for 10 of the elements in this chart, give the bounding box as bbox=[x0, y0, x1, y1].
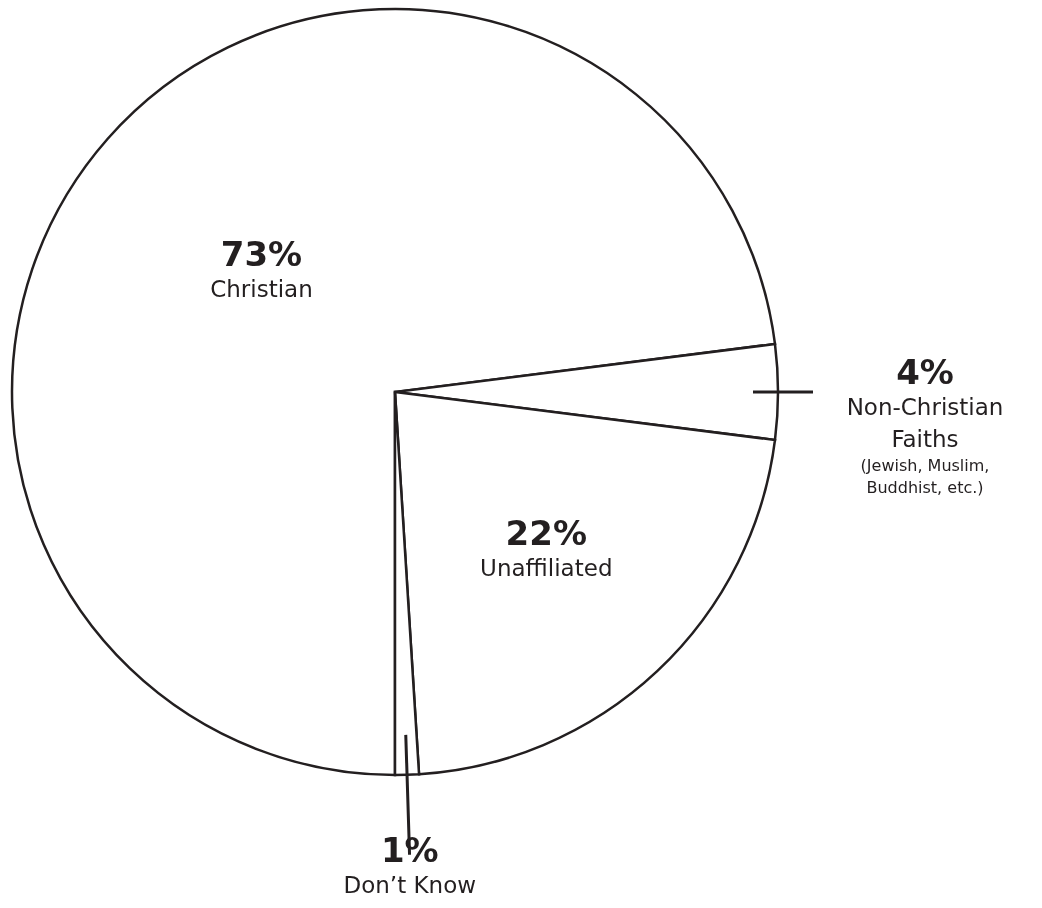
data-label: 22% bbox=[505, 513, 587, 554]
slice-label: Don’t Know bbox=[343, 871, 477, 898]
data-label: 73% bbox=[220, 234, 303, 275]
data-label: 4% bbox=[896, 352, 954, 392]
pie-slice bbox=[11, 8, 777, 777]
slice-label: Christian bbox=[210, 276, 313, 303]
slice-label: Unaffiliated bbox=[480, 555, 613, 582]
text: (Jewish, Muslim, Buddhist, etc.) bbox=[860, 456, 990, 497]
slice-label: Non-Christian Faiths bbox=[846, 394, 1004, 452]
data-label: 1% bbox=[380, 829, 439, 870]
